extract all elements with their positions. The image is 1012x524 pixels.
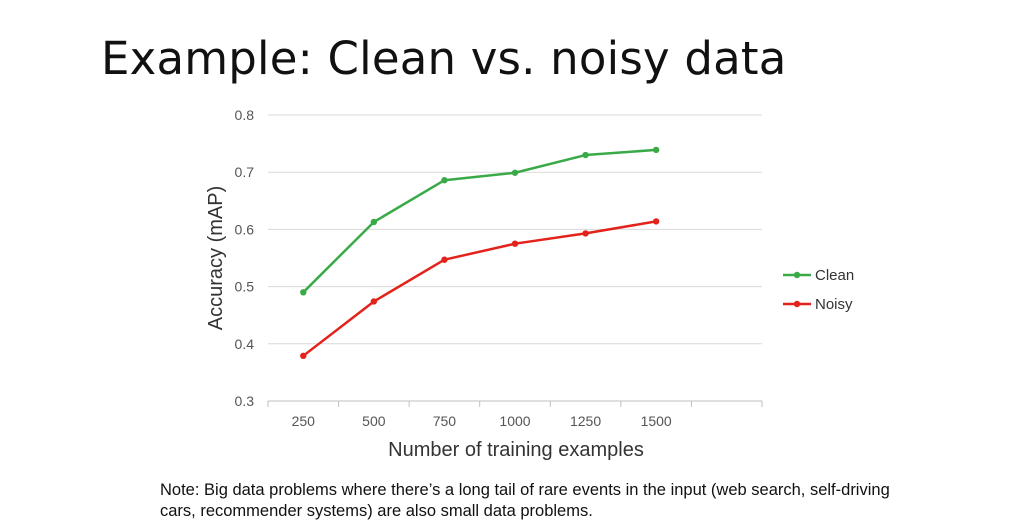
x-tick-label: 750 — [433, 413, 457, 429]
data-point-noisy — [652, 218, 660, 225]
y-tick-label: 0.3 — [235, 393, 255, 409]
x-tick-label: 1500 — [641, 413, 672, 429]
x-tick-label: 1250 — [570, 413, 601, 429]
y-axis-title: Accuracy (mAP) — [205, 186, 227, 330]
footnote: Note: Big data problems where there’s a … — [160, 481, 890, 520]
x-tick-label: 1000 — [499, 413, 530, 429]
data-point-noisy — [511, 240, 519, 247]
legend: Clean Noisy — [783, 267, 854, 313]
x-axis-title: Number of training examples — [388, 439, 644, 461]
data-point-clean — [511, 169, 519, 176]
y-tick-label: 0.5 — [235, 279, 255, 295]
x-tick-label: 500 — [362, 413, 386, 429]
legend-label-clean: Clean — [815, 267, 854, 284]
data-point-clean — [652, 146, 660, 154]
legend-label-noisy: Noisy — [815, 296, 853, 313]
legend-marker-noisy — [793, 300, 801, 308]
axes: 0.3 0.4 0.5 0.6 0.7 0.8 250 500 750 1000 1250 1500 — [235, 107, 763, 429]
data-point-noisy — [441, 256, 448, 263]
data-point-noisy — [370, 298, 378, 305]
legend-marker-clean — [793, 271, 801, 279]
y-tick-label: 0.6 — [235, 221, 255, 237]
data-point-clean — [582, 151, 589, 159]
x-tick-label: 250 — [292, 413, 316, 429]
data-point-noisy — [582, 230, 589, 237]
data-point-clean — [370, 218, 378, 226]
data-point-clean — [441, 177, 448, 184]
gridlines — [268, 114, 762, 345]
slide-title: Example: Clean vs. noisy data — [101, 32, 787, 85]
y-tick-label: 0.7 — [235, 164, 255, 180]
y-tick-label: 0.8 — [235, 107, 255, 123]
y-tick-label: 0.4 — [235, 336, 255, 352]
series-lines — [300, 146, 660, 360]
series-line-noisy — [302, 220, 657, 357]
data-point-clean — [300, 289, 307, 296]
data-point-noisy — [300, 352, 307, 360]
series-line-clean — [302, 148, 657, 294]
